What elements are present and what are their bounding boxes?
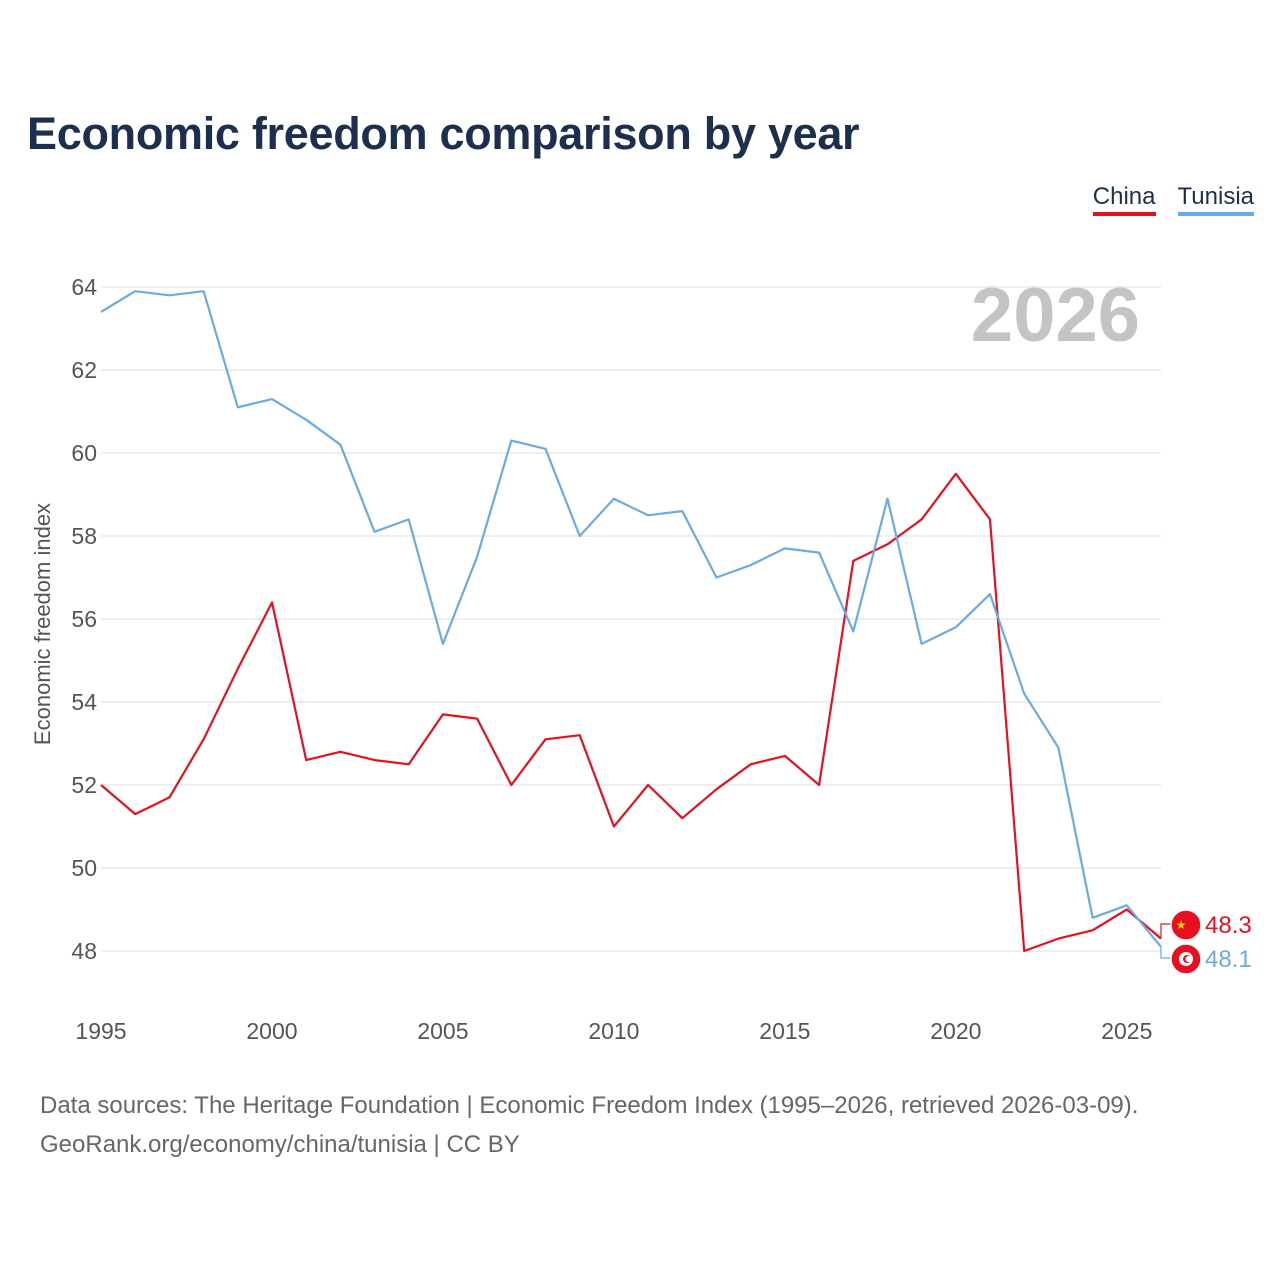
x-tick-label-2025: 2025 <box>1101 1018 1152 1044</box>
series-line-tunisia <box>100 290 1162 948</box>
tunisia-flag-crescent-cut-icon <box>1185 956 1192 962</box>
y-tick-label-54: 54 <box>71 689 97 715</box>
y-tick-label-52: 52 <box>71 772 97 798</box>
end-label-tunisia: 48.1 <box>1205 946 1252 973</box>
y-tick-label-64: 64 <box>71 274 97 300</box>
end-connector-tunisia <box>1160 946 1172 959</box>
x-tick-label-1995: 1995 <box>75 1018 126 1044</box>
y-axis-label: Economic freedom index <box>30 503 55 745</box>
chart-plot: 48 50 52 54 56 58 60 62 64 1995 2000 2005 2010 2015 20… <box>30 273 1252 1044</box>
y-tick-label-60: 60 <box>71 440 97 466</box>
legend-item-china[interactable]: China <box>1092 183 1156 216</box>
x-tick-label-2005: 2005 <box>417 1018 468 1044</box>
source-line-1: Data sources: The Heritage Foundation | … <box>40 1092 1139 1119</box>
series-line-china <box>100 472 1162 953</box>
chart-title: Economic freedom comparison by year <box>27 108 860 159</box>
y-tick-label-62: 62 <box>71 357 97 383</box>
y-tick-label-50: 50 <box>71 855 97 881</box>
x-tick-label-2015: 2015 <box>759 1018 810 1044</box>
source-note: Data sources: The Heritage Foundation | … <box>40 1086 1138 1164</box>
y-tick-label-56: 56 <box>71 606 97 632</box>
x-tick-label-2020: 2020 <box>930 1018 981 1044</box>
y-tick-label-48: 48 <box>71 938 97 964</box>
end-connector-china <box>1160 923 1172 939</box>
source-line-2[interactable]: GeoRank.org/economy/china/tunisia | CC B… <box>40 1131 520 1158</box>
legend-item-tunisia[interactable]: Tunisia <box>1177 183 1254 216</box>
end-label-china: 48.3 <box>1205 912 1252 939</box>
year-watermark: 2026 <box>971 273 1140 358</box>
y-tick-label-58: 58 <box>71 523 97 549</box>
legend: China Tunisia <box>1092 183 1254 216</box>
x-tick-label-2010: 2010 <box>588 1018 639 1044</box>
china-flag-star-icon: ★ <box>1176 918 1187 932</box>
x-tick-label-2000: 2000 <box>246 1018 297 1044</box>
china-flag-icon <box>1170 909 1202 941</box>
